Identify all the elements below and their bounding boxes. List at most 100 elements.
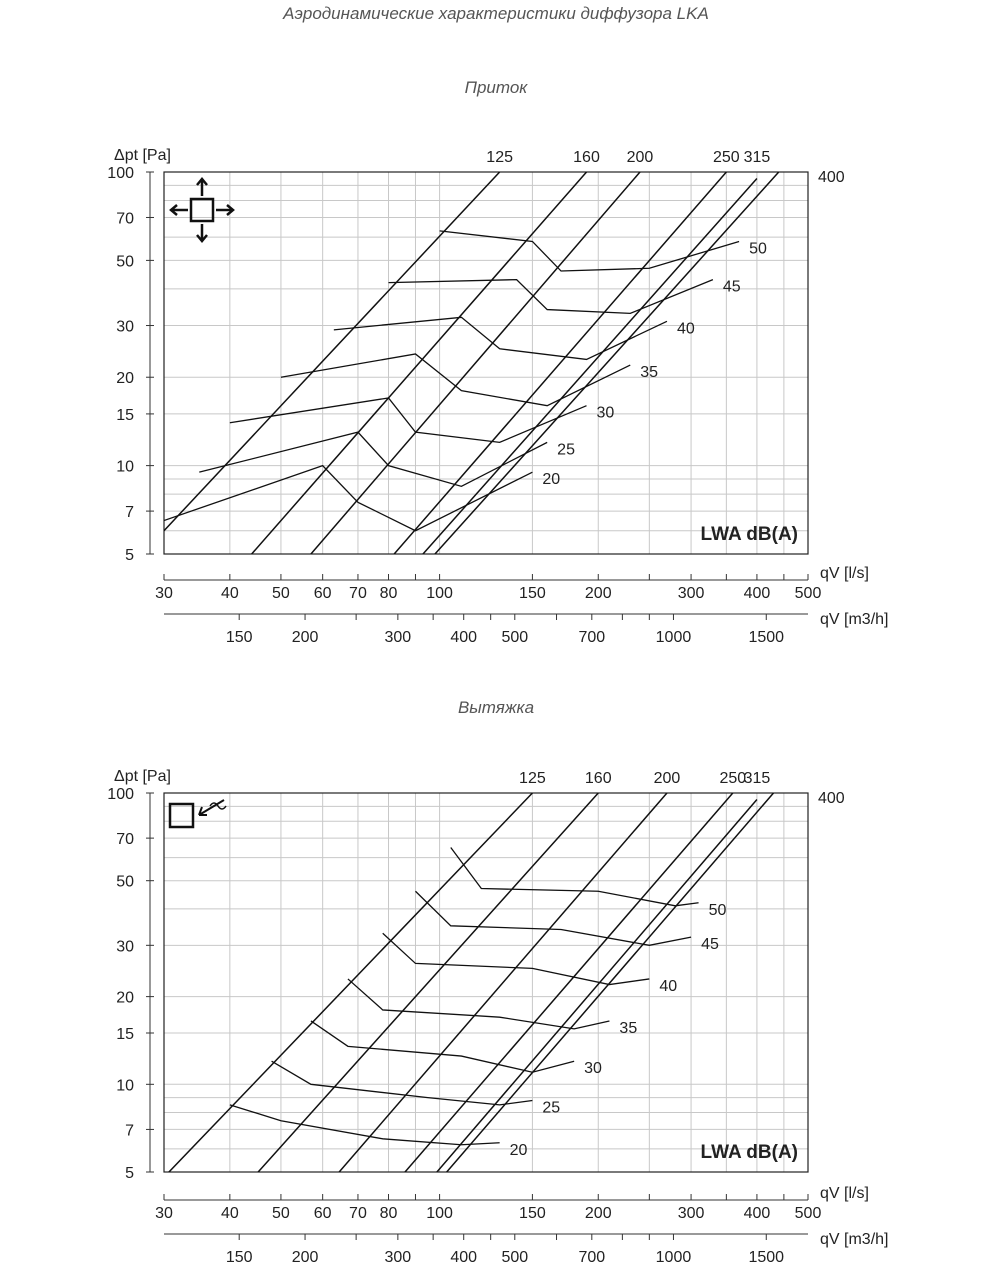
diameter-label-160: 160 (573, 149, 600, 166)
x2-tick-label: 1000 (656, 629, 692, 646)
x-tick-label: 150 (519, 1205, 546, 1222)
x2-tick-label: 500 (501, 629, 528, 646)
x-tick-label: 40 (221, 1205, 239, 1222)
diameter-line-315 (435, 799, 758, 1172)
sound-level-line-40 (382, 932, 650, 986)
y-tick-label: 100 (107, 165, 134, 182)
x-tick-label: 50 (272, 585, 290, 602)
diameter-line-200 (338, 793, 668, 1172)
sound-level-label-35: 35 (640, 364, 658, 381)
x2-tick-label: 500 (501, 1249, 528, 1262)
diameter-label-315: 315 (744, 770, 771, 787)
x-axis-label: qV [l/s] (820, 565, 869, 582)
x-tick-label: 500 (795, 585, 822, 602)
sound-level-label-25: 25 (542, 1099, 560, 1116)
x2-tick-label: 300 (385, 1249, 412, 1262)
x-tick-label: 200 (585, 1205, 612, 1222)
diameter-line-125 (167, 793, 533, 1172)
x-tick-label: 300 (678, 585, 705, 602)
diameter-line-200 (310, 172, 641, 554)
sound-level-line-30 (229, 397, 587, 444)
x-tick-label: 100 (426, 1205, 453, 1222)
diameter-label-200: 200 (654, 770, 681, 787)
sound-level-label-20: 20 (542, 471, 560, 488)
diameter-line-125 (164, 172, 501, 532)
sound-level-line-50 (439, 230, 740, 272)
legend-label: LWA dB(A) (701, 1142, 798, 1163)
y-tick-label: 7 (125, 1122, 134, 1139)
y-tick-label: 50 (116, 253, 134, 270)
chart-title-supply: Приток (464, 78, 528, 97)
y-tick-label: 15 (116, 1026, 134, 1043)
sound-level-line-35 (347, 978, 610, 1030)
sound-level-label-50: 50 (709, 902, 727, 919)
exhaust-square-arrow-icon (168, 799, 227, 829)
x2-tick-label: 150 (226, 629, 253, 646)
x2-tick-label: 700 (578, 629, 605, 646)
diameter-line-400 (445, 793, 775, 1172)
y-tick-label: 20 (116, 990, 134, 1007)
y-tick-label: 7 (125, 504, 134, 521)
x2-tick-label: 150 (226, 1249, 253, 1262)
plot-frame (163, 171, 809, 555)
sound-level-line-50 (450, 847, 699, 907)
diameter-line-250 (404, 793, 734, 1172)
x2-tick-label: 200 (292, 1249, 319, 1262)
diameter-line-160 (251, 172, 588, 554)
sound-level-label-40: 40 (677, 320, 695, 337)
x-tick-label: 200 (585, 585, 612, 602)
x-tick-label: 400 (744, 1205, 771, 1222)
sound-level-line-45 (415, 890, 692, 946)
diameter-line-160 (257, 793, 599, 1172)
x-tick-label: 30 (155, 1205, 173, 1222)
diameter-label-160: 160 (585, 770, 612, 787)
y-tick-label: 50 (116, 874, 134, 891)
diameter-label-250: 250 (713, 149, 740, 166)
x-tick-label: 400 (744, 585, 771, 602)
x2-tick-label: 1500 (748, 1249, 784, 1262)
diameter-label-315: 315 (744, 149, 771, 166)
supply-four-way-arrows-icon (169, 177, 235, 243)
x-tick-label: 100 (426, 585, 453, 602)
x-tick-label: 150 (519, 585, 546, 602)
sound-level-label-35: 35 (619, 1020, 637, 1037)
sound-level-label-50: 50 (749, 240, 767, 257)
sound-level-label-30: 30 (597, 405, 615, 422)
diameter-line-250 (393, 172, 727, 554)
y-tick-label: 10 (116, 1077, 134, 1094)
diameter-label-125: 125 (486, 149, 513, 166)
sound-level-label-20: 20 (510, 1142, 528, 1159)
y-tick-label: 100 (107, 786, 134, 803)
sound-level-line-35 (280, 353, 631, 407)
sound-level-label-25: 25 (557, 441, 575, 458)
sound-level-line-20 (164, 464, 533, 532)
x-tick-label: 80 (380, 1205, 398, 1222)
diameter-label-400: 400 (818, 790, 845, 807)
x-tick-label: 70 (349, 1205, 367, 1222)
x2-tick-label: 1000 (656, 1249, 692, 1262)
diameter-label-125: 125 (519, 770, 546, 787)
diameter-label-200: 200 (627, 149, 654, 166)
y-axis-label: Δpt [Pa] (114, 768, 171, 785)
y-axis-label: Δpt [Pa] (114, 147, 171, 164)
sound-level-label-45: 45 (723, 279, 741, 296)
x-tick-label: 60 (314, 585, 332, 602)
sound-level-line-20 (229, 1104, 500, 1146)
x-tick-label: 30 (155, 585, 173, 602)
x-tick-label: 70 (349, 585, 367, 602)
x-tick-label: 60 (314, 1205, 332, 1222)
y-tick-label: 10 (116, 459, 134, 476)
x-tick-label: 500 (795, 1205, 822, 1222)
x-tick-label: 300 (678, 1205, 705, 1222)
y-tick-label: 70 (116, 210, 134, 227)
plot-frame (163, 792, 809, 1173)
diameter-line-400 (434, 172, 780, 554)
sound-level-label-45: 45 (701, 936, 719, 953)
y-tick-label: 20 (116, 370, 134, 387)
x2-tick-label: 700 (578, 1249, 605, 1262)
diameter-label-250: 250 (719, 770, 746, 787)
document-title: Аэродинамические характеристики диффузор… (283, 4, 709, 23)
y-tick-label: 30 (116, 319, 134, 336)
